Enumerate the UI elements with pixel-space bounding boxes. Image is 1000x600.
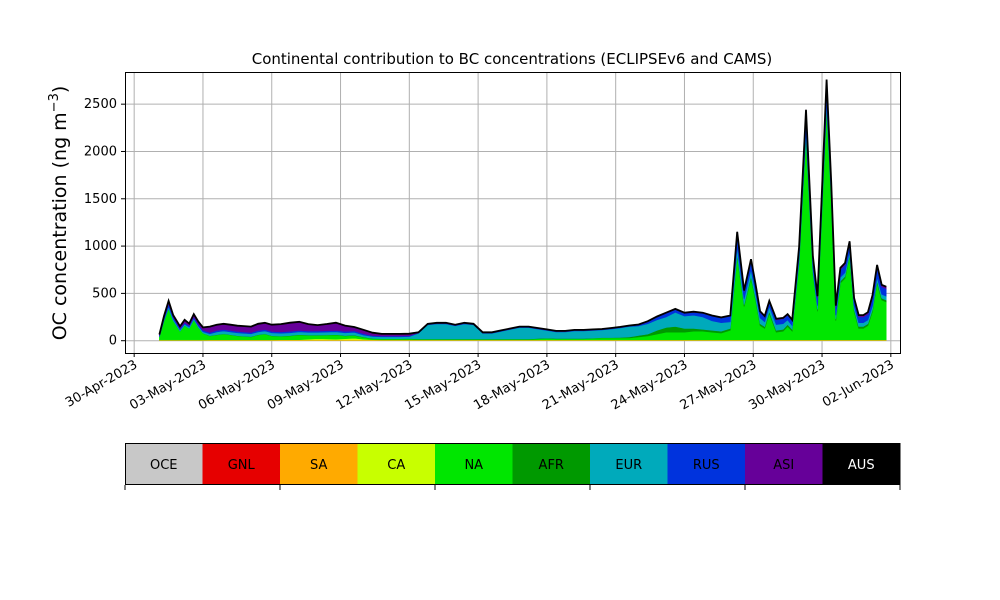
x-tick-label: 21-May-2023 xyxy=(540,357,622,413)
x-tick-label: 03-May-2023 xyxy=(127,357,209,413)
x-tick-label: 06-May-2023 xyxy=(196,357,278,413)
x-tick-label: 18-May-2023 xyxy=(471,357,553,413)
colorbar-cell-sa xyxy=(280,443,358,485)
area-asi xyxy=(159,79,887,337)
y-tick-label: 2000 xyxy=(84,144,117,159)
x-tick-label: 02-Jun-2023 xyxy=(820,357,897,410)
colorbar-label: ASI xyxy=(773,458,794,473)
x-tick-label: 09-May-2023 xyxy=(265,357,347,413)
y-tick-label: 0 xyxy=(109,334,117,349)
x-tick-label: 30-May-2023 xyxy=(746,357,828,413)
colorbar-frame xyxy=(125,443,900,485)
colorbar-label: SA xyxy=(310,458,327,473)
y-axis-label-close: ) xyxy=(49,86,71,93)
x-tick-label: 27-May-2023 xyxy=(678,357,760,413)
y-tick-label: 1000 xyxy=(84,239,117,254)
area-na xyxy=(159,107,887,341)
y-tick-label: 2500 xyxy=(84,97,117,112)
colorbar-label: CA xyxy=(387,458,405,473)
x-tick-label: 12-May-2023 xyxy=(334,357,416,413)
colorbar-cell-oce xyxy=(125,443,203,485)
colorbar-label: OCE xyxy=(150,458,178,473)
area-aus xyxy=(159,79,887,335)
colorbar-cell-asi xyxy=(745,443,823,485)
colorbar-label: GNL xyxy=(228,458,256,473)
colorbar-label: RUS xyxy=(693,458,720,473)
colorbar-label: NA xyxy=(464,458,483,473)
y-axis: 0 500 1000 1500 2000 2500 xyxy=(84,97,125,349)
colorbar-cell-aus xyxy=(822,443,901,485)
colorbar-label: AFR xyxy=(539,458,564,473)
plot-frame xyxy=(125,72,901,354)
x-axis: 30-Apr-202303-May-202306-May-202309-May-… xyxy=(63,353,897,413)
y-axis-label: OC concentration (ng m−3) xyxy=(47,86,71,341)
x-tick-label: 24-May-2023 xyxy=(609,357,691,413)
colorbar-cell-gnl xyxy=(202,443,281,485)
colorbar-label: EUR xyxy=(615,458,642,473)
x-tick-label: 15-May-2023 xyxy=(402,357,484,413)
chart-title: Continental contribution to BC concentra… xyxy=(252,50,773,68)
area-afr xyxy=(159,106,887,340)
area-eur xyxy=(159,102,887,340)
colorbar-cell-rus xyxy=(667,443,746,485)
y-tick-label: 1500 xyxy=(84,192,117,207)
colorbar-cell-na xyxy=(435,443,513,485)
y-tick-label: 500 xyxy=(92,286,117,301)
colorbar-legend: OCE GNL SA CA NA AFR EUR RUS ASI AUS xyxy=(124,443,901,490)
grid xyxy=(125,72,900,353)
stacked-areas xyxy=(158,79,887,341)
y-axis-label-main: OC concentration (ng m xyxy=(49,112,71,340)
colorbar-cell-eur xyxy=(590,443,668,485)
colorbar-label: AUS xyxy=(848,458,875,473)
total-outline xyxy=(158,79,887,335)
y-axis-label-exponent: −3 xyxy=(47,93,62,112)
area-rus xyxy=(159,83,887,338)
colorbar-cell-afr xyxy=(512,443,591,485)
colorbar-cell-ca xyxy=(357,443,436,485)
